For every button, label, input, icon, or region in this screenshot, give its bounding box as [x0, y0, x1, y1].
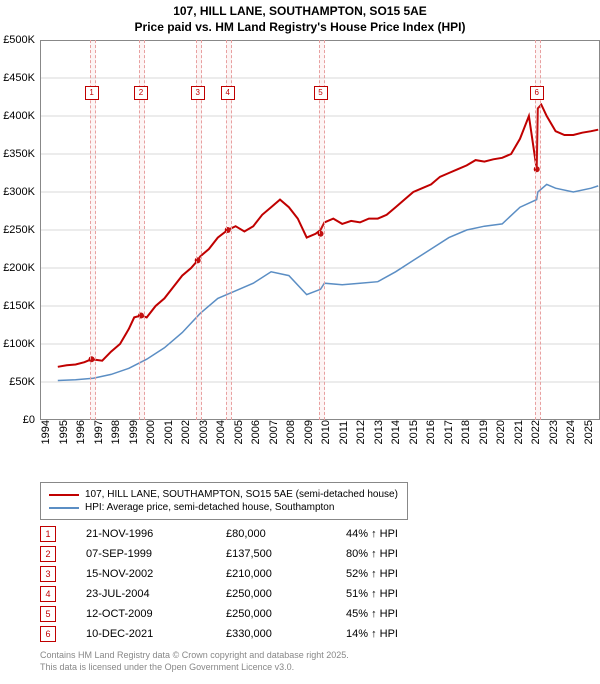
sale-marker-3: 3 [191, 86, 205, 100]
sale-marker-2: 2 [134, 86, 148, 100]
sale-hpi: 52% ↑ HPI [346, 568, 398, 580]
sale-row: 5 12-OCT-2009£250,00045% ↑ HPI [40, 606, 600, 622]
x-tick-label: 2002 [180, 420, 198, 446]
x-tick-label: 2015 [408, 420, 426, 446]
x-tick-label: 2008 [285, 420, 303, 446]
sales-table: 1 21-NOV-1996£80,00044% ↑ HPI 2 07-SEP-1999… [40, 526, 600, 642]
x-tick-label: 2020 [495, 420, 513, 446]
footer-line-1: Contains HM Land Registry data © Crown c… [40, 650, 600, 662]
sale-row-marker: 1 [40, 526, 56, 542]
sale-hpi: 44% ↑ HPI [346, 528, 398, 540]
x-tick-label: 2014 [390, 420, 408, 446]
x-tick-label: 2023 [548, 420, 566, 446]
y-tick-label: £100K [3, 338, 35, 350]
chart-legend: 107, HILL LANE, SOUTHAMPTON, SO15 5AE (s… [40, 482, 408, 520]
sale-price: £330,000 [226, 628, 346, 640]
sale-hpi: 45% ↑ HPI [346, 608, 398, 620]
x-tick-label: 2005 [233, 420, 251, 446]
x-tick-label: 2009 [303, 420, 321, 446]
chart-title-description: Price paid vs. HM Land Registry's House … [0, 20, 600, 34]
sale-row-marker: 3 [40, 566, 56, 582]
x-tick-label: 2003 [198, 420, 216, 446]
x-axis-labels: 1994199519961997199819992000200120022003… [40, 420, 600, 446]
y-tick-label: £250K [3, 224, 35, 236]
x-tick-label: 2024 [565, 420, 583, 446]
sale-row: 6 10-DEC-2021£330,00014% ↑ HPI [40, 626, 600, 642]
sale-date: 07-SEP-1999 [86, 548, 226, 560]
y-tick-label: £500K [3, 34, 35, 46]
y-tick-label: £50K [9, 376, 35, 388]
x-tick-label: 1995 [58, 420, 76, 446]
x-tick-label: 2013 [373, 420, 391, 446]
sale-date: 12-OCT-2009 [86, 608, 226, 620]
x-tick-label: 1999 [128, 420, 146, 446]
x-tick-label: 2019 [478, 420, 496, 446]
y-tick-label: £150K [3, 300, 35, 312]
x-tick-label: 2010 [320, 420, 338, 446]
x-tick-label: 2018 [460, 420, 478, 446]
footer-line-2: This data is licensed under the Open Gov… [40, 662, 600, 674]
sale-price: £250,000 [226, 608, 346, 620]
sale-date: 10-DEC-2021 [86, 628, 226, 640]
y-tick-label: £400K [3, 110, 35, 122]
x-tick-label: 2006 [250, 420, 268, 446]
sale-price: £137,500 [226, 548, 346, 560]
x-tick-label: 2016 [425, 420, 443, 446]
x-tick-label: 2004 [215, 420, 233, 446]
legend-line-hpi [49, 507, 79, 509]
x-tick-label: 2025 [583, 420, 600, 446]
sale-marker-4: 4 [221, 86, 235, 100]
x-tick-label: 2022 [530, 420, 548, 446]
x-tick-label: 1994 [40, 420, 58, 446]
y-tick-label: £300K [3, 186, 35, 198]
x-tick-label: 1996 [75, 420, 93, 446]
sale-hpi: 80% ↑ HPI [346, 548, 398, 560]
sale-marker-5: 5 [314, 86, 328, 100]
y-tick-label: £200K [3, 262, 35, 274]
y-tick-label: £0 [23, 414, 35, 426]
footer-attribution: Contains HM Land Registry data © Crown c… [40, 650, 600, 673]
sale-hpi: 14% ↑ HPI [346, 628, 398, 640]
legend-label-hpi: HPI: Average price, semi-detached house,… [85, 502, 334, 513]
x-tick-label: 1997 [93, 420, 111, 446]
x-tick-label: 2011 [338, 420, 356, 446]
x-tick-label: 2000 [145, 420, 163, 446]
sale-date: 23-JUL-2004 [86, 588, 226, 600]
chart-title-address: 107, HILL LANE, SOUTHAMPTON, SO15 5AE [0, 4, 600, 18]
x-tick-label: 2012 [355, 420, 373, 446]
x-tick-label: 2021 [513, 420, 531, 446]
sale-row-marker: 2 [40, 546, 56, 562]
sale-date: 21-NOV-1996 [86, 528, 226, 540]
sale-price: £80,000 [226, 528, 346, 540]
sale-row-marker: 6 [40, 626, 56, 642]
x-tick-label: 2001 [163, 420, 181, 446]
sale-date: 15-NOV-2002 [86, 568, 226, 580]
sale-row: 4 23-JUL-2004£250,00051% ↑ HPI [40, 586, 600, 602]
y-tick-label: £350K [3, 148, 35, 160]
sale-marker-6: 6 [530, 86, 544, 100]
sale-price: £210,000 [226, 568, 346, 580]
legend-line-property [49, 494, 79, 496]
x-tick-label: 1998 [110, 420, 128, 446]
sale-row-marker: 5 [40, 606, 56, 622]
x-tick-label: 2007 [268, 420, 286, 446]
sale-row: 1 21-NOV-1996£80,00044% ↑ HPI [40, 526, 600, 542]
sale-row: 3 15-NOV-2002£210,00052% ↑ HPI [40, 566, 600, 582]
sale-hpi: 51% ↑ HPI [346, 588, 398, 600]
y-tick-label: £450K [3, 72, 35, 84]
sale-row: 2 07-SEP-1999£137,50080% ↑ HPI [40, 546, 600, 562]
chart-area: £0£50K£100K£150K£200K£250K£300K£350K£400… [40, 40, 600, 420]
sale-row-marker: 4 [40, 586, 56, 602]
legend-label-property: 107, HILL LANE, SOUTHAMPTON, SO15 5AE (s… [85, 489, 398, 500]
x-tick-label: 2017 [443, 420, 461, 446]
sale-price: £250,000 [226, 588, 346, 600]
sale-marker-1: 1 [85, 86, 99, 100]
